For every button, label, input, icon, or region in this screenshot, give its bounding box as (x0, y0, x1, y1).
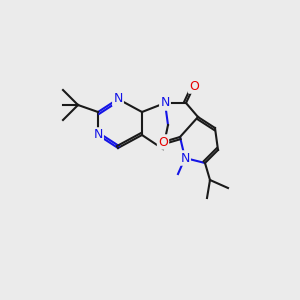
Text: N: N (160, 97, 170, 110)
Text: N: N (180, 152, 190, 164)
Text: N: N (113, 92, 123, 106)
Text: O: O (189, 80, 199, 92)
Text: O: O (158, 136, 168, 148)
Text: N: N (93, 128, 103, 142)
